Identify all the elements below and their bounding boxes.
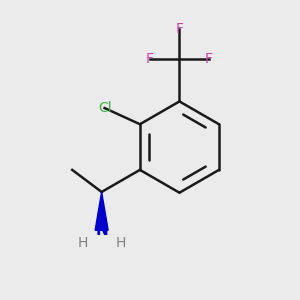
Text: F: F [176, 22, 183, 36]
Text: H: H [77, 236, 88, 250]
Text: F: F [205, 52, 213, 66]
Text: N: N [95, 223, 108, 238]
Text: H: H [116, 236, 126, 250]
Text: Cl: Cl [98, 101, 111, 115]
Polygon shape [95, 192, 108, 230]
Text: F: F [146, 52, 154, 66]
